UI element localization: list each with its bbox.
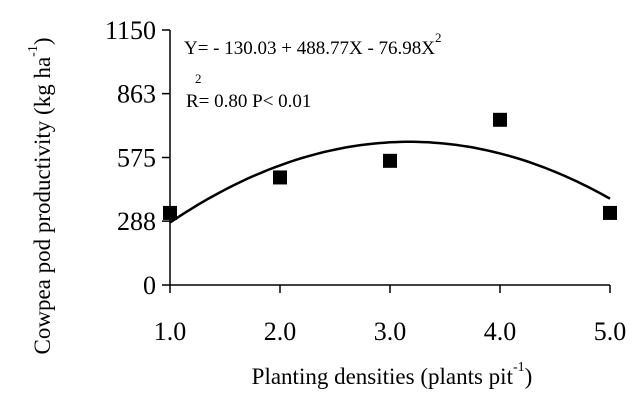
x-tick-label: 3.0 [374,317,407,346]
equation-annotation: Y= - 130.03 + 488.77X - 76.98X2 [184,30,442,59]
x-tick-label: 1.0 [154,317,187,346]
r2-annotation: R= 0.80 P< 0.01 [186,91,311,112]
x-axis-label-tail: ) [525,364,533,389]
x-axis-label-superscript: -1 [513,360,525,375]
y-ticks: 0 288 575 863 1150 [105,16,170,300]
r2-superscript: 2 [195,71,202,86]
fitted-curve [169,140,611,224]
y-tick-label: 0 [143,271,156,300]
data-point-marker [603,205,617,220]
data-points [163,112,617,220]
y-tick-label: 575 [117,144,156,173]
y-tick-label: 288 [117,207,156,236]
x-axis-label: Planting densities (plants pit-1) [252,360,533,389]
x-tick-label: 2.0 [264,317,297,346]
x-tick-label: 4.0 [484,317,517,346]
y-axis-label-superscript: -1 [26,45,41,57]
y-tick-label: 1150 [105,16,156,45]
data-point-marker [493,112,507,127]
equation-text: Y= - 130.03 + 488.77X - 76.98X [184,38,435,59]
y-axis-label: Cowpea pod productivity (kg ha-1) [26,37,55,354]
x-axis-label-text: Planting densities (plants pit [252,364,514,389]
data-point-marker [163,205,177,220]
data-point-marker [273,170,287,185]
data-point-marker [383,153,397,168]
y-axis-label-tail: ) [30,37,55,45]
y-tick-label: 863 [117,80,156,109]
y-axis-label-text: Cowpea pod productivity (kg ha [30,57,55,355]
x-ticks: 1.0 2.0 3.0 4.0 5.0 [154,285,627,346]
equation-superscript: 2 [435,30,442,45]
x-tick-label: 5.0 [594,317,627,346]
